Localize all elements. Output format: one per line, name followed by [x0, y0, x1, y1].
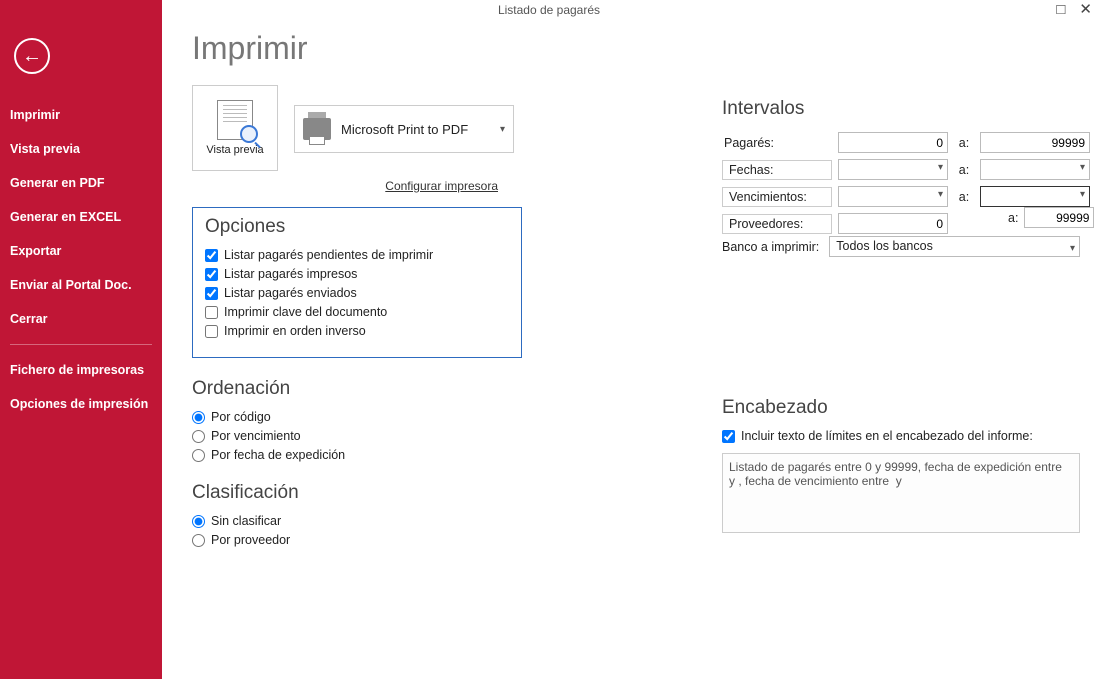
magnifier-icon	[240, 125, 258, 143]
venc-to-dropdown[interactable]	[980, 186, 1090, 207]
opcion-clave-doc-checkbox[interactable]	[205, 306, 218, 319]
ordenacion-title: Ordenación	[192, 378, 522, 400]
sidebar: ← Imprimir Vista previa Generar en PDF G…	[0, 0, 162, 679]
sidebar-item-fichero-impresoras[interactable]: Fichero de impresoras	[0, 353, 162, 387]
sidebar-item-generar-pdf[interactable]: Generar en PDF	[0, 166, 162, 200]
orden-vencimiento-radio[interactable]	[192, 430, 205, 443]
opcion-enviados-checkbox[interactable]	[205, 287, 218, 300]
opciones-box: Opciones Listar pagarés pendientes de im…	[192, 207, 522, 358]
main-panel: Imprimir Vista previa Microsoft Print to…	[162, 0, 1098, 679]
venc-from-dropdown[interactable]	[838, 186, 948, 207]
opcion-impresos-checkbox[interactable]	[205, 268, 218, 281]
encabezado-textarea[interactable]	[722, 453, 1080, 533]
printer-icon	[303, 118, 331, 140]
encabezado-check[interactable]: Incluir texto de límites en el encabezad…	[722, 429, 1080, 443]
orden-por-vencimiento[interactable]: Por vencimiento	[192, 429, 522, 443]
pagares-from-input[interactable]	[838, 132, 948, 153]
opcion-pendientes[interactable]: Listar pagarés pendientes de imprimir	[205, 248, 509, 262]
orden-por-fecha[interactable]: Por fecha de expedición	[192, 448, 522, 462]
chevron-down-icon: ▾	[500, 124, 505, 135]
fechas-label[interactable]: Fechas:	[722, 160, 832, 180]
clasif-por-proveedor[interactable]: Por proveedor	[192, 533, 522, 547]
encabezado-checkbox[interactable]	[722, 430, 735, 443]
sidebar-item-imprimir[interactable]: Imprimir	[0, 98, 162, 132]
vencimientos-label[interactable]: Vencimientos:	[722, 187, 832, 207]
proveedores-label[interactable]: Proveedores:	[722, 214, 832, 234]
clasificacion-title: Clasificación	[192, 482, 522, 504]
page-title: Imprimir	[192, 30, 1072, 67]
left-column: Vista previa Microsoft Print to PDF ▾ Co…	[192, 85, 522, 552]
document-icon	[217, 100, 253, 140]
encabezado-title: Encabezado	[722, 397, 1080, 419]
sidebar-item-enviar-portal[interactable]: Enviar al Portal Doc.	[0, 268, 162, 302]
fechas-a: a:	[954, 163, 974, 177]
clasif-sin-radio[interactable]	[192, 515, 205, 528]
opcion-impresos[interactable]: Listar pagarés impresos	[205, 267, 509, 281]
sidebar-item-exportar[interactable]: Exportar	[0, 234, 162, 268]
prov-to-input[interactable]	[1024, 207, 1094, 228]
intervalos-title: Intervalos	[722, 98, 1080, 120]
arrow-left-icon: ←	[22, 45, 42, 68]
right-column: Intervalos Pagarés: a: Fechas: a: Vencim…	[722, 98, 1080, 536]
pagares-a: a:	[954, 136, 974, 150]
opcion-pendientes-checkbox[interactable]	[205, 249, 218, 262]
vista-previa-button[interactable]: Vista previa	[192, 85, 278, 171]
opcion-clave-doc[interactable]: Imprimir clave del documento	[205, 305, 509, 319]
opcion-orden-inverso-checkbox[interactable]	[205, 325, 218, 338]
configurar-impresora-link[interactable]: Configurar impresora	[192, 179, 498, 193]
clasif-sin-clasificar[interactable]: Sin clasificar	[192, 514, 522, 528]
banco-label: Banco a imprimir:	[722, 240, 819, 254]
pagares-label: Pagarés:	[722, 136, 832, 150]
fechas-to-dropdown[interactable]	[980, 159, 1090, 180]
printer-name: Microsoft Print to PDF	[341, 122, 468, 137]
opciones-title: Opciones	[205, 216, 509, 238]
prov-from-input[interactable]	[838, 213, 948, 234]
orden-por-codigo[interactable]: Por código	[192, 410, 522, 424]
prov-a: a:	[1008, 211, 1018, 225]
sidebar-separator	[10, 344, 152, 345]
banco-dropdown[interactable]: Todos los bancos	[829, 236, 1080, 257]
orden-fecha-radio[interactable]	[192, 449, 205, 462]
sidebar-item-vista-previa[interactable]: Vista previa	[0, 132, 162, 166]
vista-previa-label: Vista previa	[206, 144, 263, 156]
sidebar-item-opciones-impresion[interactable]: Opciones de impresión	[0, 387, 162, 421]
opcion-enviados[interactable]: Listar pagarés enviados	[205, 286, 509, 300]
orden-codigo-radio[interactable]	[192, 411, 205, 424]
fechas-from-dropdown[interactable]	[838, 159, 948, 180]
sidebar-item-cerrar[interactable]: Cerrar	[0, 302, 162, 336]
pagares-to-input[interactable]	[980, 132, 1090, 153]
sidebar-item-generar-excel[interactable]: Generar en EXCEL	[0, 200, 162, 234]
back-button[interactable]: ←	[14, 38, 50, 74]
clasif-proveedor-radio[interactable]	[192, 534, 205, 547]
banco-row: Banco a imprimir: Todos los bancos	[722, 236, 1080, 257]
venc-a: a:	[954, 190, 974, 204]
printer-selector[interactable]: Microsoft Print to PDF ▾	[294, 105, 514, 153]
opcion-orden-inverso[interactable]: Imprimir en orden inverso	[205, 324, 509, 338]
